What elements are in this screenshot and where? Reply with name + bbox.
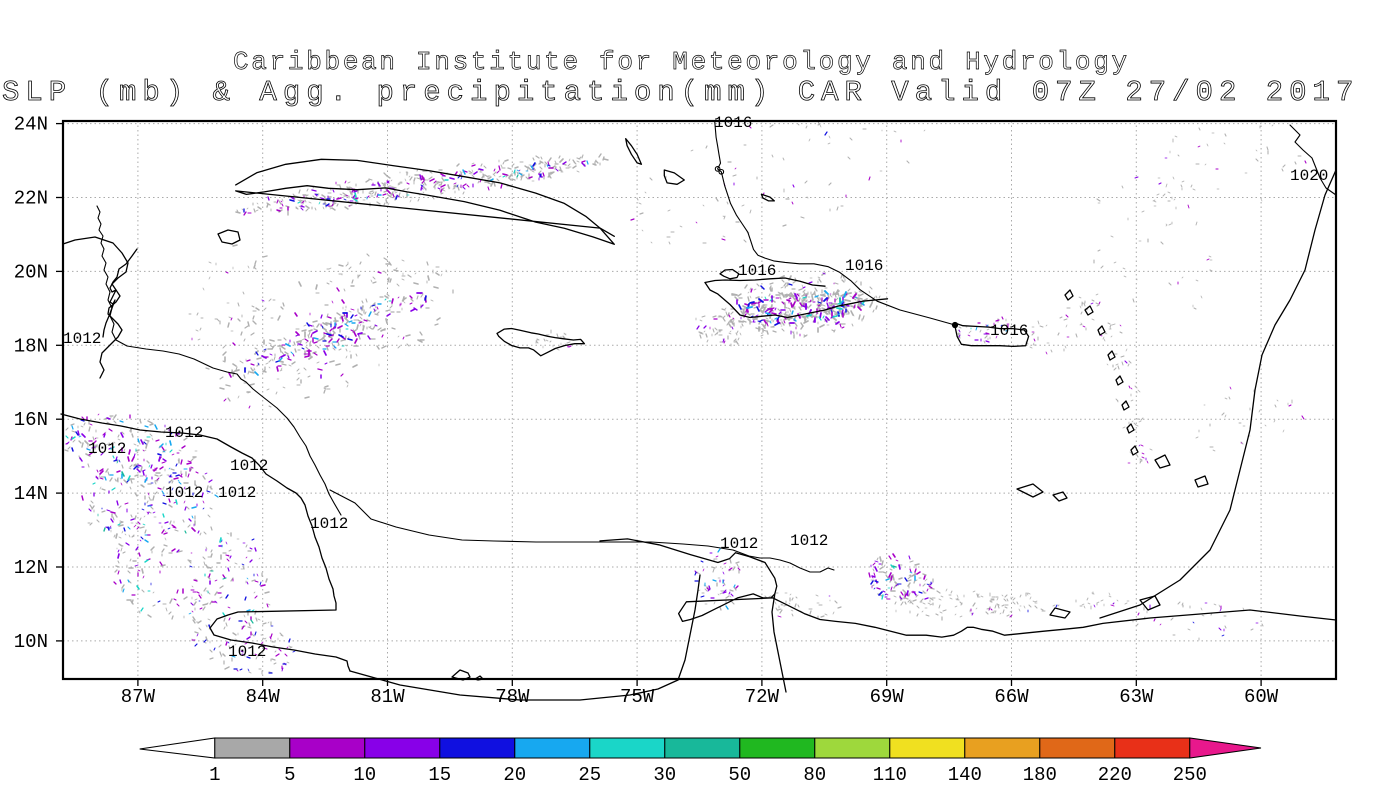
svg-text:78W: 78W [495, 686, 530, 708]
svg-text:10: 10 [353, 764, 376, 786]
svg-text:1020: 1020 [1290, 167, 1328, 185]
svg-text:12N: 12N [14, 557, 48, 579]
svg-text:5: 5 [284, 764, 295, 786]
svg-text:22N: 22N [14, 188, 48, 210]
svg-text:72W: 72W [745, 686, 780, 708]
svg-text:1012: 1012 [88, 440, 126, 458]
svg-text:75W: 75W [620, 686, 655, 708]
svg-text:1016: 1016 [714, 114, 752, 132]
svg-text:1012: 1012 [230, 457, 268, 475]
svg-text:1016: 1016 [845, 257, 883, 275]
svg-text:1012: 1012 [790, 532, 828, 550]
svg-text:14N: 14N [14, 483, 48, 505]
svg-text:1016: 1016 [738, 262, 776, 280]
svg-text:50: 50 [728, 764, 751, 786]
svg-text:15: 15 [428, 764, 451, 786]
svg-text:140: 140 [948, 764, 982, 786]
svg-text:84W: 84W [246, 686, 281, 708]
svg-text:66W: 66W [994, 686, 1029, 708]
svg-text:1: 1 [209, 764, 220, 786]
svg-text:25: 25 [578, 764, 601, 786]
svg-text:1012: 1012 [165, 424, 203, 442]
svg-text:1012: 1012 [720, 535, 758, 553]
svg-text:87W: 87W [121, 686, 156, 708]
svg-text:30: 30 [653, 764, 676, 786]
svg-text:69W: 69W [870, 686, 905, 708]
svg-text:1012: 1012 [310, 515, 348, 533]
svg-text:110: 110 [873, 764, 907, 786]
svg-text:20: 20 [503, 764, 526, 786]
svg-text:24N: 24N [14, 114, 48, 136]
svg-text:1012: 1012 [228, 643, 266, 661]
svg-text:250: 250 [1173, 764, 1207, 786]
svg-text:63W: 63W [1119, 686, 1154, 708]
svg-text:81W: 81W [370, 686, 405, 708]
svg-text:180: 180 [1023, 764, 1057, 786]
svg-text:10N: 10N [14, 631, 48, 653]
svg-text:18N: 18N [14, 335, 48, 357]
svg-text:1012: 1012 [63, 330, 101, 348]
svg-text:16N: 16N [14, 409, 48, 431]
svg-text:1012: 1012 [165, 484, 203, 502]
svg-text:1012: 1012 [218, 484, 256, 502]
svg-text:220: 220 [1098, 764, 1132, 786]
svg-text:1016: 1016 [990, 322, 1028, 340]
svg-text:80: 80 [803, 764, 826, 786]
svg-text:20N: 20N [14, 261, 48, 283]
svg-text:60W: 60W [1244, 686, 1279, 708]
